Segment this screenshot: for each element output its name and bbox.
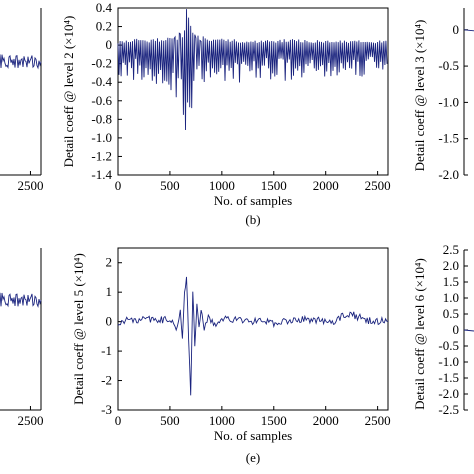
panel-b: 0 500 1000 1500 2000 2500 0.4 0.2 0 -0.2 -0.4 -0.6 -… bbox=[61, 0, 391, 227]
x-tick-label: 2500 bbox=[17, 413, 43, 428]
y-tick-label: 0 bbox=[453, 322, 460, 337]
y-tick-label: -2.0 bbox=[438, 167, 459, 182]
y-tick-label: -1.0 bbox=[91, 130, 112, 145]
y-tick-label: -1 bbox=[101, 343, 112, 358]
y-tick-label: -3 bbox=[101, 402, 112, 417]
series-line bbox=[463, 29, 474, 32]
x-tick-label: 1500 bbox=[261, 178, 287, 193]
y-tick-label: 0 bbox=[106, 314, 113, 329]
x-tick-label: 1000 bbox=[209, 178, 235, 193]
y-tick-label: -2.5 bbox=[438, 402, 459, 417]
plot-frame bbox=[117, 7, 389, 176]
y-tick-label: -2.0 bbox=[438, 386, 459, 401]
x-axis-label: No. of samples bbox=[214, 428, 292, 443]
x-tick-label: 2500 bbox=[365, 178, 391, 193]
y-tick-label: -1.0 bbox=[438, 94, 459, 109]
x-tick-label: 1000 bbox=[209, 413, 235, 428]
x-tick-label: 500 bbox=[160, 178, 180, 193]
y-tick-label: -1.2 bbox=[91, 148, 112, 163]
x-tick-label: 1500 bbox=[261, 413, 287, 428]
y-tick-label: -1.5 bbox=[438, 131, 459, 146]
y-tick-label: 0.2 bbox=[96, 19, 112, 34]
panel-partial-left-top: 2500 bbox=[0, 8, 43, 193]
panel-partial-left-bottom: 2500 bbox=[0, 248, 43, 428]
series-line bbox=[463, 329, 474, 332]
y-tick-label: -0.5 bbox=[438, 338, 459, 353]
panel-e: 0 500 1000 1500 2000 2500 2 1 0 -1 -2 -3 No. of samp… bbox=[71, 247, 391, 465]
panel-partial-right-bottom: 2.52.01.51.00.50-0.5-1.0-1.5-2.0-2.5 Deta… bbox=[412, 242, 474, 417]
panel-partial-right-top: 0 -0.5 -1.0 -1.5 -2.0 Detail coeff @ level 3 … bbox=[412, 8, 474, 182]
y-tick-label: -0.2 bbox=[91, 56, 112, 71]
y-tick-label: 1.5 bbox=[443, 274, 459, 289]
x-tick-label: 0 bbox=[115, 178, 122, 193]
y-tick-label: 0 bbox=[453, 22, 460, 37]
y-axis-label: Detail coeff @ level 6 (×10⁴) bbox=[412, 258, 427, 410]
y-tick-label: 0.5 bbox=[443, 306, 459, 321]
x-axis-label: No. of samples bbox=[214, 193, 292, 208]
y-tick-label: -0.6 bbox=[91, 93, 112, 108]
y-tick-label: 2.0 bbox=[443, 258, 459, 273]
y-tick-label: 0 bbox=[106, 37, 113, 52]
x-tick-label: 2500 bbox=[365, 413, 391, 428]
y-tick-label: 1.0 bbox=[443, 290, 459, 305]
x-tick-label: 2000 bbox=[313, 178, 339, 193]
y-tick-label: 1 bbox=[106, 284, 113, 299]
y-tick-label: -1.5 bbox=[438, 370, 459, 385]
y-tick-label: -0.4 bbox=[91, 74, 112, 89]
series-line bbox=[117, 276, 389, 396]
y-tick-label: -0.5 bbox=[438, 58, 459, 73]
caption-b: (b) bbox=[245, 212, 260, 227]
y-axis-label: Detail coeff @ level 5 (×10⁴) bbox=[71, 253, 86, 405]
y-tick-label: 0.4 bbox=[96, 0, 113, 15]
y-tick-label: -2 bbox=[101, 373, 112, 388]
series-line bbox=[0, 54, 42, 70]
y-tick-label: 2 bbox=[106, 255, 113, 270]
y-axis-label: Detail coeff @ level 3 (×10⁴) bbox=[412, 20, 427, 172]
series-line bbox=[0, 292, 42, 308]
x-tick-label: 0 bbox=[115, 413, 122, 428]
plot-frame bbox=[117, 247, 389, 411]
y-tick-label: -0.8 bbox=[91, 111, 112, 126]
caption-e: (e) bbox=[246, 450, 260, 465]
y-tick-label: -1.4 bbox=[91, 167, 112, 182]
series-line bbox=[117, 9, 388, 131]
y-tick-label: -1.0 bbox=[438, 354, 459, 369]
y-tick-label: 2.5 bbox=[443, 242, 459, 257]
y-axis-label: Detail coeff @ level 2 (×10⁴) bbox=[61, 16, 76, 168]
x-tick-label: 2500 bbox=[17, 178, 43, 193]
x-tick-label: 2000 bbox=[313, 413, 339, 428]
x-tick-label: 500 bbox=[160, 413, 180, 428]
